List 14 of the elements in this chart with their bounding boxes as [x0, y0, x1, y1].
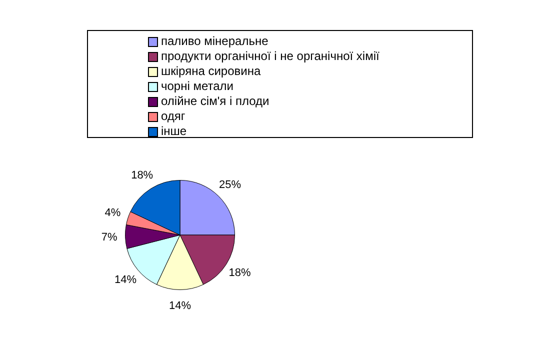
data-label: 18%	[228, 266, 251, 279]
legend-label: чорні метали	[161, 79, 234, 94]
data-label: 7%	[101, 231, 118, 244]
legend-label: інше	[161, 124, 187, 139]
data-label: 14%	[114, 274, 137, 286]
legend-label: шкіряна сировина	[161, 64, 261, 79]
data-label: 25%	[219, 179, 242, 192]
legend-label: продукти органічної і не органічної хімії	[161, 49, 380, 64]
data-label: 4%	[104, 207, 121, 220]
data-label: 18%	[131, 169, 154, 182]
data-label: 14%	[168, 300, 192, 312]
legend-label: одяг	[161, 109, 186, 124]
legend-label: олійне сім'я і плоди	[161, 94, 270, 109]
legend-label: паливо мінеральне	[161, 34, 268, 49]
